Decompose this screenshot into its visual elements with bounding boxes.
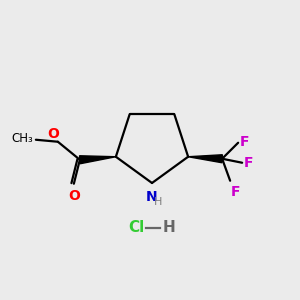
Polygon shape — [188, 155, 222, 163]
Text: O: O — [68, 189, 80, 203]
Text: N: N — [146, 190, 158, 204]
Text: CH₃: CH₃ — [11, 132, 33, 145]
Text: F: F — [240, 135, 250, 149]
Text: F: F — [244, 156, 254, 170]
Text: Cl: Cl — [128, 220, 144, 236]
Polygon shape — [80, 156, 116, 164]
Text: F: F — [231, 185, 241, 199]
Text: O: O — [47, 127, 59, 141]
Text: H: H — [154, 197, 162, 207]
Text: H: H — [163, 220, 176, 236]
